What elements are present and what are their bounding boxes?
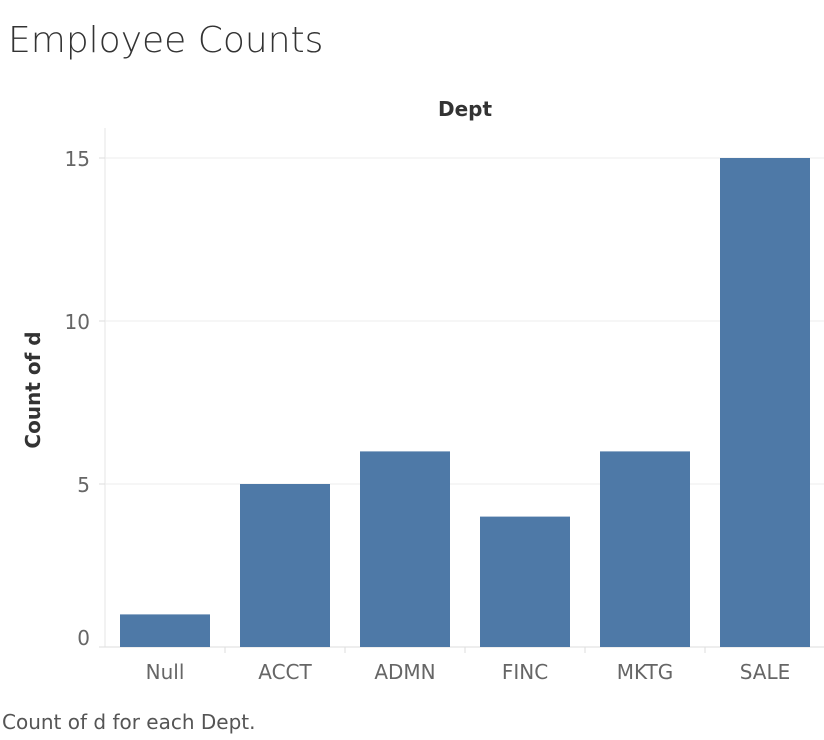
x-tick-label: Null — [146, 660, 185, 684]
x-tick-label: SALE — [740, 660, 791, 684]
bar-sale — [720, 158, 810, 647]
x-tick-label: MKTG — [617, 660, 674, 684]
y-tick-label: 15 — [65, 147, 90, 171]
bar-mktg — [600, 451, 690, 647]
y-tick-label: 5 — [77, 473, 90, 497]
y-tick-label: 10 — [65, 310, 90, 334]
x-axis-title: Dept — [438, 97, 492, 121]
bar-acct — [240, 484, 330, 647]
x-tick-label: ACCT — [258, 660, 312, 684]
y-tick-label: 0 — [77, 626, 90, 650]
chart-caption: Count of d for each Dept. — [2, 710, 256, 734]
x-tick-label: ADMN — [374, 660, 435, 684]
y-axis-title: Count of d — [21, 331, 45, 448]
bar-admn — [360, 451, 450, 647]
chart-title: Employee Counts — [8, 20, 324, 61]
x-tick-label: FINC — [502, 660, 548, 684]
bar-finc — [480, 516, 570, 647]
bar-null — [120, 614, 210, 647]
